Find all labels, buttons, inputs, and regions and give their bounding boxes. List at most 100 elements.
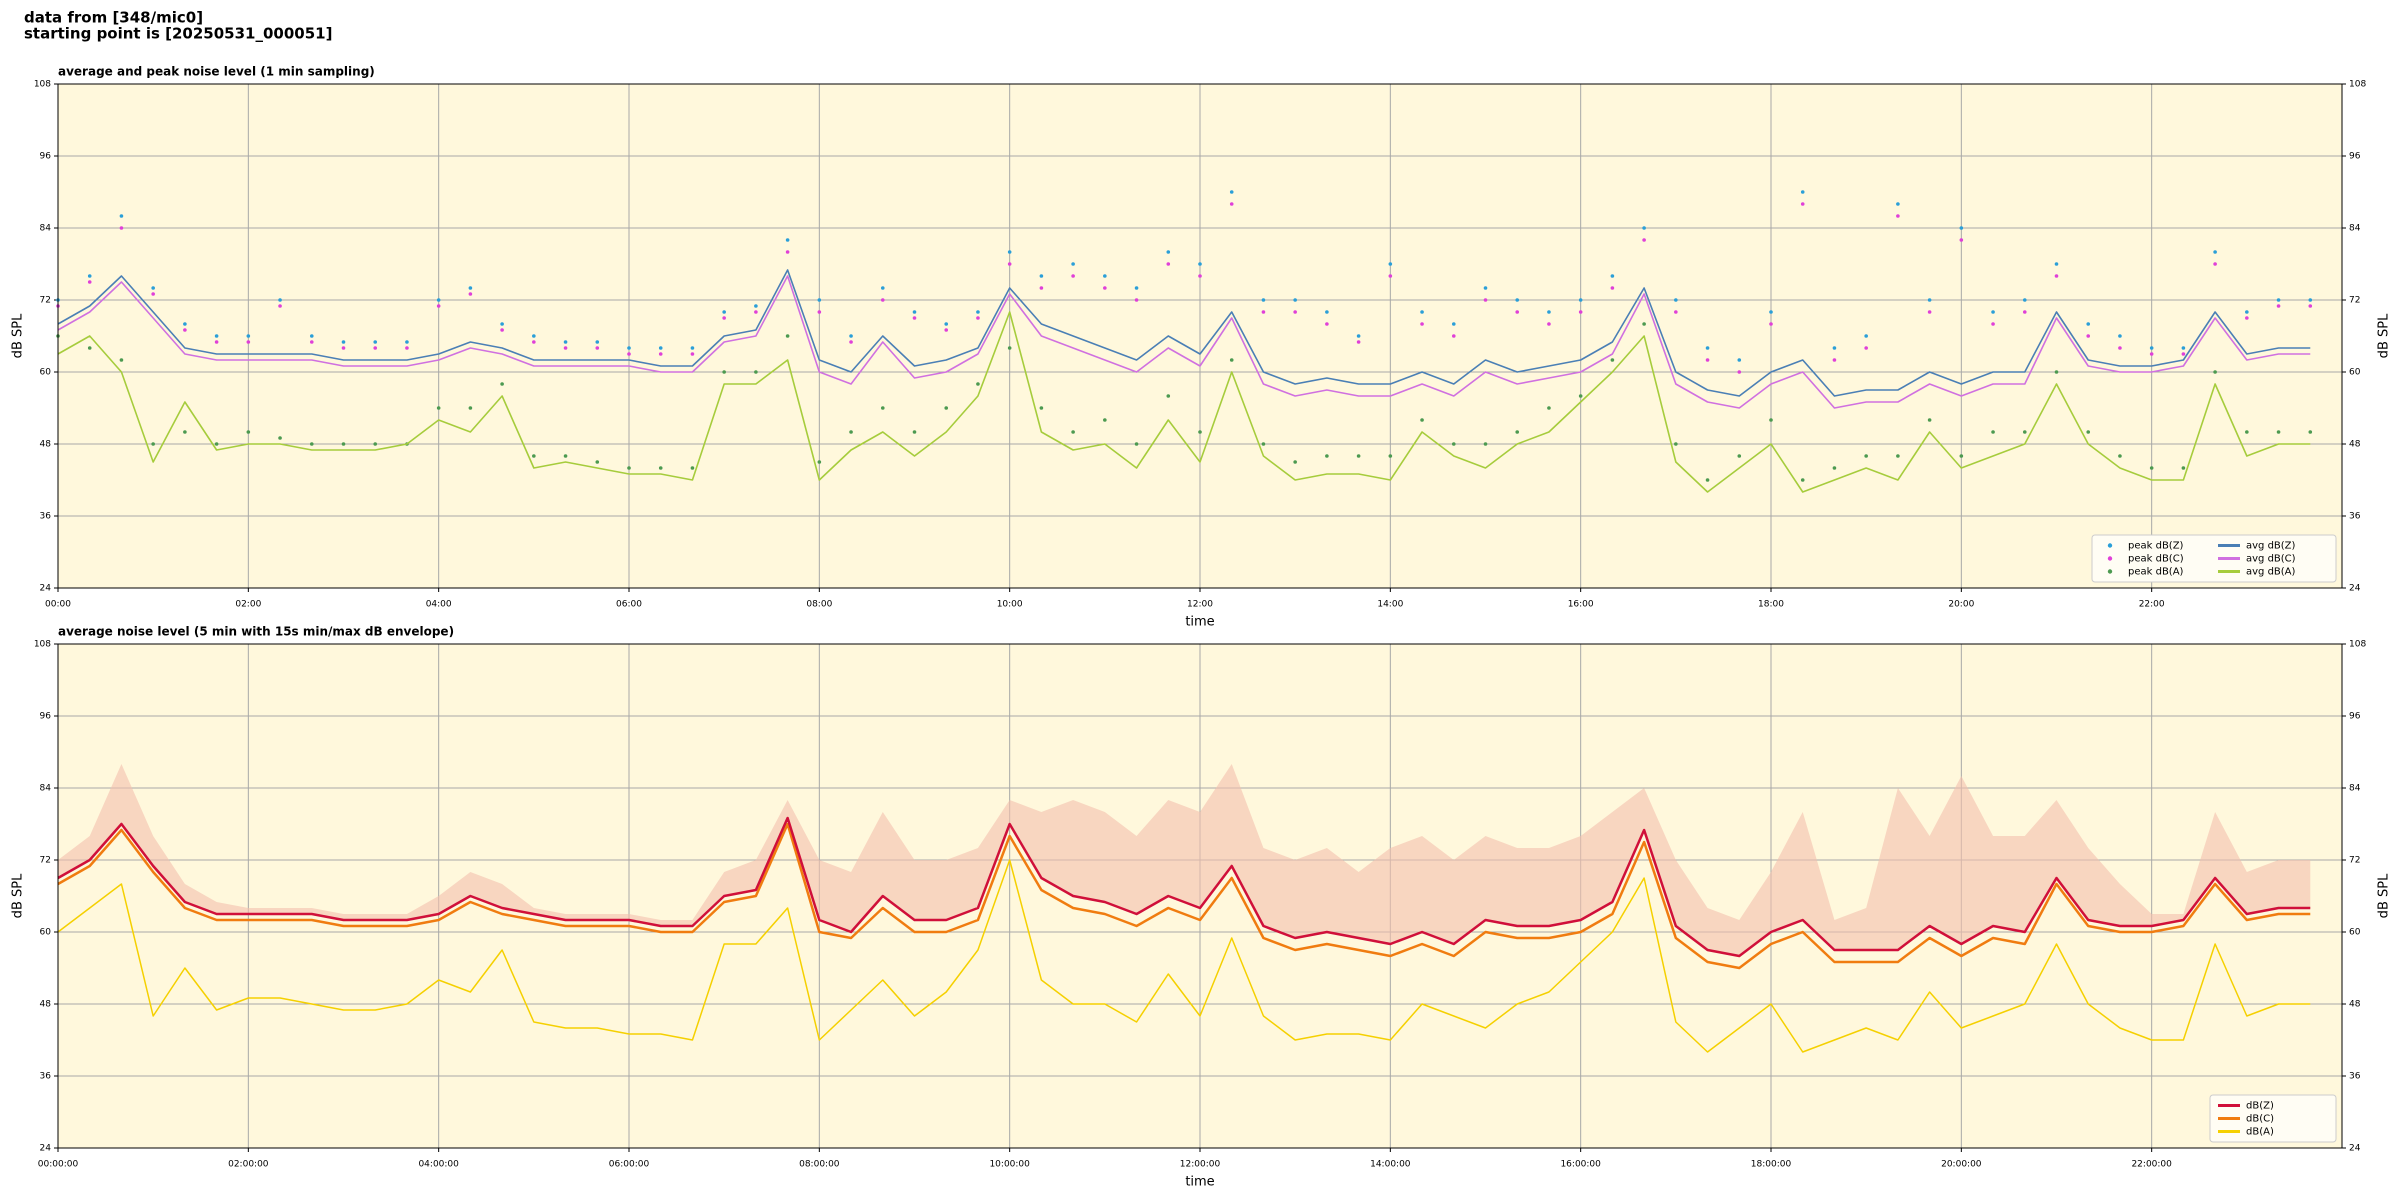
peak-point xyxy=(944,406,949,410)
series-line xyxy=(57,859,2311,1053)
y2-tick-label: 60 xyxy=(2349,928,2361,938)
y2-tick-label: 24 xyxy=(2349,584,2361,594)
peak-point xyxy=(658,466,663,470)
plot-frame xyxy=(57,643,2343,1149)
peak-point xyxy=(1039,274,1044,278)
peak-point xyxy=(1420,322,1424,326)
peak-point xyxy=(1071,430,1075,434)
peak-point xyxy=(1610,358,1615,362)
peak-point xyxy=(183,322,187,326)
peak-point xyxy=(785,250,790,254)
peak-point xyxy=(2118,454,2122,458)
y-tick-label: 72 xyxy=(40,856,51,866)
peak-point xyxy=(1896,214,1900,218)
peak-point xyxy=(1737,358,1742,362)
peak-point xyxy=(1578,298,1583,302)
y-tick-label: 48 xyxy=(40,440,52,450)
peak-point xyxy=(1483,298,1488,302)
x-tick-label: 00:00:00 xyxy=(38,1160,79,1170)
legend-marker xyxy=(2107,543,2113,548)
x-tick-label: 06:00 xyxy=(616,600,642,610)
y-tick-label: 84 xyxy=(40,784,52,794)
peak-point xyxy=(246,334,251,338)
y2-tick-label: 72 xyxy=(2349,856,2360,866)
peak-point xyxy=(468,286,473,290)
peak-point xyxy=(1388,454,1393,458)
peak-point xyxy=(468,292,473,296)
subplot-title: average noise level (5 min with 15s min/… xyxy=(58,625,454,639)
y2-tick-label: 72 xyxy=(2349,296,2360,306)
peak-point xyxy=(87,280,92,284)
peak-point xyxy=(1451,442,1456,446)
x-tick-label: 18:00 xyxy=(1758,600,1784,610)
peak-point xyxy=(1420,310,1424,314)
y-tick-label: 36 xyxy=(40,512,52,522)
x-tick-label: 02:00:00 xyxy=(228,1160,269,1170)
peak-point xyxy=(1800,190,1805,194)
peak-point xyxy=(1325,310,1329,314)
peak-point xyxy=(1959,454,1964,458)
peak-point xyxy=(1547,322,1551,326)
peak-point xyxy=(500,382,504,386)
peak-point xyxy=(2086,322,2091,326)
peak-point xyxy=(1991,322,1995,326)
peak-point xyxy=(785,238,790,242)
header-start: starting point is [20250531_000051] xyxy=(24,25,332,43)
peak-point xyxy=(436,298,441,302)
peak-point xyxy=(1515,298,1520,302)
peak-point xyxy=(976,316,980,320)
x-tick-label: 14:00 xyxy=(1377,600,1403,610)
y-tick-label: 96 xyxy=(40,712,52,722)
peak-point xyxy=(1166,262,1171,266)
peak-point xyxy=(1959,238,1964,242)
peak-point xyxy=(1578,310,1583,314)
peak-point xyxy=(2054,370,2059,374)
peak-point xyxy=(87,346,92,350)
y-tick-label: 96 xyxy=(40,152,52,162)
peak-point xyxy=(2245,430,2249,434)
legend-marker xyxy=(2107,556,2113,561)
peak-point xyxy=(1229,358,1234,362)
peak-point xyxy=(627,352,631,356)
peak-point xyxy=(1261,310,1266,314)
peak-point xyxy=(532,454,536,458)
peak-point xyxy=(817,460,822,464)
y2-axis-label: dB SPL xyxy=(2377,873,2392,918)
series-line xyxy=(57,822,2311,970)
peak-point xyxy=(785,334,790,338)
peak-point xyxy=(944,328,949,332)
peak-point xyxy=(722,310,726,314)
peak-point xyxy=(2308,304,2313,308)
peak-point xyxy=(1674,298,1678,302)
peak-point xyxy=(1356,454,1361,458)
x-axis-label: time xyxy=(1185,1175,1214,1190)
peak-point xyxy=(754,370,758,374)
peak-point xyxy=(278,436,282,440)
peak-point xyxy=(849,430,853,434)
y-tick-label: 84 xyxy=(40,224,52,234)
peak-point xyxy=(912,430,917,434)
peak-point xyxy=(1610,286,1615,290)
peak-point xyxy=(1229,202,1234,206)
peak-point xyxy=(1864,334,1868,338)
peak-point xyxy=(309,334,314,338)
peak-point xyxy=(1642,238,1646,242)
x-tick-label: 16:00:00 xyxy=(1560,1160,1601,1170)
peak-point xyxy=(2308,298,2313,302)
peak-point xyxy=(405,340,409,344)
peak-point xyxy=(1832,346,1837,350)
peak-point xyxy=(278,298,282,302)
x-tick-label: 08:00 xyxy=(806,600,832,610)
x-tick-label: 16:00 xyxy=(1568,600,1594,610)
peak-point xyxy=(1927,298,1932,302)
peak-point xyxy=(1674,310,1678,314)
legend-box xyxy=(2091,534,2337,583)
peak-point xyxy=(1800,478,1805,482)
y2-axis-label: dB SPL xyxy=(2377,313,2392,358)
peak-point xyxy=(1103,274,1107,278)
y-tick-label: 72 xyxy=(40,296,51,306)
peak-point xyxy=(658,346,663,350)
peak-point xyxy=(1103,286,1107,290)
subplot: 24 36 48 60 72 84 96 108 24 36 48 60 72 84 96 108 00:00:… xyxy=(11,625,2392,1190)
